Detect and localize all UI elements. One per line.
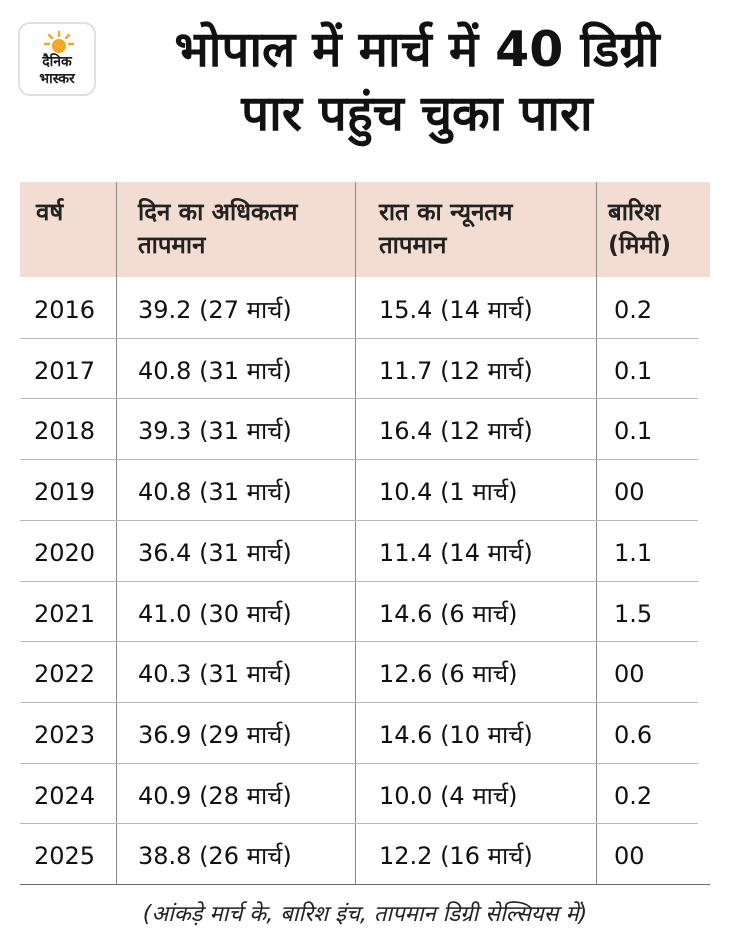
cell-year: 2022 [34, 660, 96, 688]
cell-rain: 0.1 [614, 357, 653, 385]
table-row: 2018 39.3 (31 मार्च) 16.4 (12 मार्च) 0.1 [20, 398, 710, 459]
cell-max-temp: 40.8 (31 मार्च) [138, 478, 292, 506]
cell-rain: 00 [614, 478, 645, 506]
table-row: 2017 40.8 (31 मार्च) 11.7 (12 मार्च) 0.1 [20, 338, 710, 399]
table-row: 2021 41.0 (30 मार्च) 14.6 (6 मार्च) 1.5 [20, 581, 710, 642]
row-divider [20, 581, 698, 582]
header-rain: बारिश (मिमी) [608, 198, 672, 259]
cell-min-temp: 10.0 (4 मार्च) [379, 782, 518, 810]
logo-word-dainik: दैनिक [42, 54, 72, 70]
logo-word-bhaskar: भास्कर [39, 71, 75, 87]
table-row: 2016 39.2 (27 मार्च) 15.4 (14 मार्च) 0.2 [20, 277, 710, 338]
column-divider [596, 182, 597, 884]
cell-min-temp: 11.7 (12 मार्च) [379, 357, 533, 385]
header-year: वर्ष [36, 198, 64, 226]
cell-rain: 0.2 [614, 296, 653, 324]
cell-year: 2017 [34, 357, 96, 385]
cell-rain: 0.2 [614, 782, 653, 810]
page-title: भोपाल में मार्च में 40 डिग्री पार पहुंच … [112, 18, 722, 146]
temperature-table: वर्ष दिन का अधिकतम तापमान रात का न्यूनतम… [20, 182, 710, 884]
cell-min-temp: 11.4 (14 मार्च) [379, 539, 533, 567]
row-divider [20, 459, 698, 460]
cell-max-temp: 39.3 (31 मार्च) [138, 417, 292, 445]
title-line-1: भोपाल में मार्च में 40 डिग्री [174, 21, 660, 78]
cell-year: 2023 [34, 721, 96, 749]
row-divider [20, 702, 698, 703]
row-divider [20, 763, 698, 764]
cell-min-temp: 14.6 (6 मार्च) [379, 600, 518, 628]
cell-min-temp: 12.6 (6 मार्च) [379, 660, 518, 688]
cell-rain: 1.5 [614, 600, 653, 628]
cell-year: 2020 [34, 539, 96, 567]
cell-rain: 00 [614, 842, 645, 870]
cell-max-temp: 40.3 (31 मार्च) [138, 660, 292, 688]
cell-year: 2018 [34, 417, 96, 445]
dainik-bhaskar-logo: दैनिक भास्कर [18, 22, 96, 96]
table-row: 2024 40.9 (28 मार्च) 10.0 (4 मार्च) 0.2 [20, 763, 710, 824]
cell-rain: 00 [614, 660, 645, 688]
row-divider [20, 823, 698, 824]
column-divider [116, 182, 117, 884]
table-row: 2023 36.9 (29 मार्च) 14.6 (10 मार्च) 0.6 [20, 702, 710, 763]
cell-year: 2019 [34, 478, 96, 506]
table-row: 2020 36.4 (31 मार्च) 11.4 (14 मार्च) 1.1 [20, 520, 710, 581]
sun-icon [44, 30, 74, 53]
cell-min-temp: 12.2 (16 मार्च) [379, 842, 533, 870]
footnote: (आंकड़े मार्च के, बारिश इंच, तापमान डिग्… [142, 902, 588, 927]
cell-max-temp: 36.4 (31 मार्च) [138, 539, 292, 567]
row-divider [20, 338, 698, 339]
table-header-row [20, 182, 710, 277]
table-bottom-border [20, 884, 710, 885]
cell-max-temp: 40.8 (31 मार्च) [138, 357, 292, 385]
cell-min-temp: 16.4 (12 मार्च) [379, 417, 533, 445]
cell-max-temp: 41.0 (30 मार्च) [138, 600, 292, 628]
header-min-temp: रात का न्यूनतम तापमान [379, 198, 513, 259]
table-row: 2025 38.8 (26 मार्च) 12.2 (16 मार्च) 00 [20, 823, 710, 884]
table-row: 2022 40.3 (31 मार्च) 12.6 (6 मार्च) 00 [20, 641, 710, 702]
cell-year: 2021 [34, 600, 96, 628]
cell-year: 2025 [34, 842, 96, 870]
header-max-temp: दिन का अधिकतम तापमान [138, 198, 298, 259]
cell-rain: 0.6 [614, 721, 653, 749]
table-row: 2019 40.8 (31 मार्च) 10.4 (1 मार्च) 00 [20, 459, 710, 520]
cell-min-temp: 15.4 (14 मार्च) [379, 296, 533, 324]
title-line-2: पार पहुंच चुका पारा [241, 85, 593, 142]
cell-max-temp: 39.2 (27 मार्च) [138, 296, 292, 324]
cell-max-temp: 40.9 (28 मार्च) [138, 782, 292, 810]
cell-rain: 1.1 [614, 539, 653, 567]
cell-rain: 0.1 [614, 417, 653, 445]
cell-min-temp: 10.4 (1 मार्च) [379, 478, 518, 506]
row-divider [20, 641, 698, 642]
row-divider [20, 398, 698, 399]
cell-max-temp: 36.9 (29 मार्च) [138, 721, 292, 749]
row-divider [20, 520, 698, 521]
cell-min-temp: 14.6 (10 मार्च) [379, 721, 533, 749]
cell-year: 2024 [34, 782, 96, 810]
cell-year: 2016 [34, 296, 96, 324]
column-divider [355, 182, 356, 884]
cell-max-temp: 38.8 (26 मार्च) [138, 842, 292, 870]
